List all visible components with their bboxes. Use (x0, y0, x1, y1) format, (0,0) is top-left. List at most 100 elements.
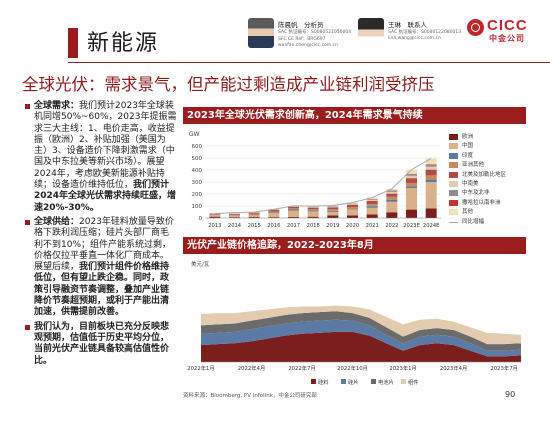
bullet-text: 我们预计2023年全球装机同增50%~60%，2023年提振需求三大主线：1、电… (34, 101, 177, 191)
analyst-detail: SAC 执证编号：S0080122080013 (388, 30, 462, 35)
bar-segment (425, 164, 437, 167)
legend-label: 中南美 (462, 181, 479, 187)
bar-segment (386, 190, 398, 192)
bullet-bold-text: 全球需求： (34, 101, 80, 111)
bar-segment (346, 204, 359, 208)
bar-segment (307, 210, 319, 212)
analyst-name: 陈晨帆 分析员 (278, 21, 324, 29)
bar-segment (405, 209, 418, 218)
legend-swatch (401, 379, 406, 384)
bullet-text: 2023年硅料放量导致价格下跌利润压缩；硅片头部厂商毛利不到10%；组件产能系统… (34, 216, 174, 273)
bar-segment (248, 213, 260, 215)
y-tick-label: 100 (192, 204, 203, 210)
legend-swatch (449, 152, 458, 159)
bar-segment (346, 209, 359, 216)
x-tick-label: 2020 (346, 223, 359, 229)
x-tick-label: 2015 (248, 223, 261, 229)
chart2-title: 光伏产业链价格追踪，2022-2023年8月 (183, 237, 526, 254)
bar-segment (405, 178, 418, 183)
bar-segment (209, 216, 221, 218)
bar-segment (228, 215, 241, 218)
legend-label: 同比增幅 (462, 218, 485, 225)
bar-segment (248, 215, 260, 218)
section-title: 新能源 (87, 31, 160, 56)
bar-segment (386, 201, 398, 213)
bar-segment (327, 206, 339, 208)
bar-segment (327, 211, 339, 216)
bullet-paragraph: 全球需求：我们预计2023年全球装机同增50%~60%，2023年提振需求三大主… (25, 101, 177, 214)
page-number: 90 (505, 390, 516, 399)
bar-segment (386, 188, 398, 191)
legend-item: 中南美 (449, 179, 529, 189)
bar-segment (425, 182, 437, 209)
legend-label: 组件 (408, 378, 419, 386)
bar-segment (366, 207, 378, 215)
analyst-detail: SAC 执证编号：S0080521050004 (278, 30, 352, 35)
logo-text: CICC (487, 17, 528, 34)
legend-item: 同比增幅 (449, 217, 529, 227)
bar-segment (366, 199, 378, 200)
bar-segment (327, 210, 339, 212)
legend-item: 欧洲 (449, 132, 529, 142)
legend-swatch (449, 181, 458, 187)
bullet-paragraph: 我们认为，目前板块已充分反映悲观预期，估值低于历史平均分位，当前光伏产业链具备较… (25, 322, 177, 367)
source-footnote: 资料来源：Bloomberg, PV Infolink，中金公司研究部 (183, 393, 317, 399)
x-tick-label: 2021 (366, 223, 379, 229)
legend-label: 欧洲 (462, 134, 474, 140)
bar-segment (307, 211, 319, 217)
analyst-email: lin4.wang@cicc.com.cn (388, 36, 441, 41)
bar-segment (209, 214, 221, 216)
bar-segment (228, 213, 241, 215)
bar-segment (386, 212, 398, 218)
bar-segment (405, 186, 418, 188)
bar-segment (268, 209, 280, 212)
bar-segment (425, 175, 437, 180)
x-tick-label: 2018 (307, 223, 320, 229)
avatar (248, 18, 274, 48)
bar-segment (366, 197, 378, 199)
legend-item: 中国 (449, 141, 529, 151)
bar-segment (209, 213, 221, 215)
legend-label: 撒哈拉以南非洲 (462, 199, 501, 206)
analyst-name: 王琳 联系人 (388, 21, 427, 29)
area-series (201, 331, 521, 362)
bar-segment (386, 199, 398, 202)
bar-segment (287, 208, 300, 210)
bar-segment (386, 196, 398, 200)
bar-segment (425, 179, 437, 182)
legend-item: 撒哈拉以南非洲 (449, 198, 529, 208)
legend-item: 中东及北非 (449, 188, 529, 198)
bar-segment (248, 217, 260, 218)
bar-segment (268, 212, 280, 218)
bar-segment (405, 174, 418, 176)
bar-segment (405, 175, 418, 179)
bar-segment (327, 207, 339, 209)
bar-segment (287, 216, 300, 218)
bullet-bold-text: 全球供给： (34, 216, 80, 227)
bar-segment (307, 209, 319, 211)
y-tick-label: 0 (199, 216, 203, 222)
legend-swatch (449, 143, 458, 150)
bar-segment (228, 217, 241, 218)
bar-segment (287, 206, 300, 209)
bar-segment (425, 158, 437, 165)
bar-segment (366, 204, 378, 207)
cicc-logo-dot (472, 24, 479, 31)
bar-segment (327, 215, 339, 218)
legend-label: 其他 (462, 209, 474, 216)
analyst-detail: SFC CE Ref：BRG697 (278, 37, 326, 42)
area-series (201, 305, 521, 345)
y-axis-label: GW (189, 131, 200, 138)
bar-segment (268, 217, 280, 218)
bar-segment (405, 169, 418, 174)
bar-segment (366, 206, 378, 208)
legend-item: 印度 (449, 151, 529, 161)
bar-segment (346, 204, 359, 205)
price-area-chart: 美元/瓦 2022年1月 2022年4月 2022年7月 2022年10月 2023年1月… (187, 260, 521, 386)
legend-label: 硅片 (348, 378, 359, 386)
bar-segment (287, 209, 300, 211)
x-tick-label: 2014 (228, 223, 242, 229)
bar-segment (386, 191, 398, 194)
legend-swatch (311, 379, 316, 384)
x-tick-label: 2022 (385, 223, 398, 229)
